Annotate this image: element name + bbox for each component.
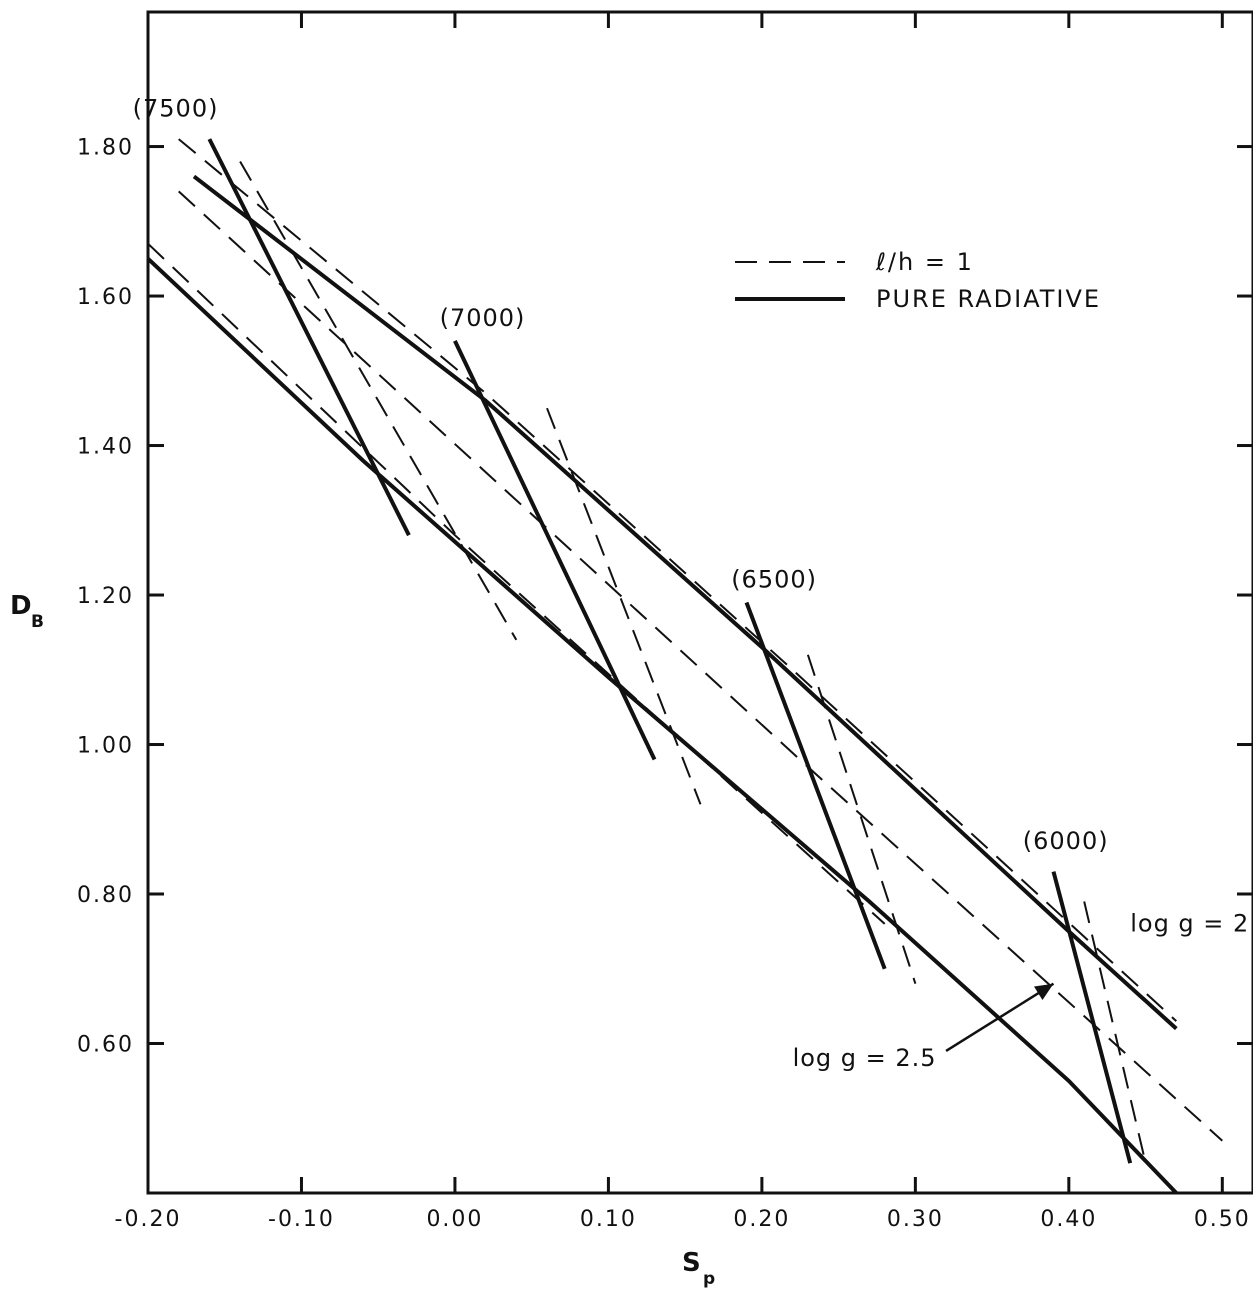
curve-annotation: (7000) bbox=[440, 304, 526, 332]
x-tick-label: 0.20 bbox=[733, 1207, 790, 1232]
solid-curve-7 bbox=[453, 340, 657, 761]
curve-annotation: (7500) bbox=[133, 95, 219, 123]
dashed-curve-8 bbox=[546, 407, 702, 805]
series-lines bbox=[146, 138, 1223, 1195]
y-tick-label: 1.40 bbox=[77, 435, 134, 460]
legend-label-solid: PURE RADIATIVE bbox=[876, 285, 1101, 313]
plot-border bbox=[146, 10, 1253, 1195]
curve-annotation: log g = 2.5 bbox=[793, 1044, 937, 1072]
x-tick-label: 0.50 bbox=[1194, 1207, 1251, 1232]
y-axis-title: D B bbox=[10, 591, 44, 632]
curve-annotation: (6500) bbox=[731, 566, 817, 594]
dashed-curve-4 bbox=[147, 242, 886, 925]
y-axis-label: D bbox=[10, 591, 32, 621]
x-axis: -0.20 -0.10 0.00 0.10 0.20 0.30 0.40 0.50 bbox=[115, 12, 1251, 1232]
dashed-curve-3 bbox=[178, 190, 1223, 1142]
y-tick-label: 1.60 bbox=[77, 285, 134, 310]
solid-curve-11 bbox=[1051, 871, 1133, 1164]
legend-label-dashed: ℓ/h = 1 bbox=[875, 248, 974, 276]
solid-curve-1 bbox=[146, 257, 1178, 1195]
x-axis-label: S bbox=[682, 1248, 701, 1278]
x-tick-label: 0.10 bbox=[580, 1207, 637, 1232]
x-tick-label: -0.10 bbox=[268, 1207, 335, 1232]
y-axis-label-subscript: B bbox=[31, 612, 44, 632]
solid-curve-9 bbox=[744, 601, 887, 970]
y-axis: 0.60 0.80 1.00 1.20 1.40 1.60 1.80 bbox=[77, 136, 1253, 1058]
y-tick-label: 0.60 bbox=[77, 1033, 134, 1058]
dashed-curve-12 bbox=[1083, 901, 1147, 1164]
curve-annotation: (6000) bbox=[1023, 827, 1109, 855]
solid-curve-5 bbox=[207, 138, 411, 537]
annotations: (7500) (7000) (6500) (6000) log g = 2 log g =… bbox=[133, 95, 1249, 1072]
x-axis-label-subscript: p bbox=[703, 1269, 715, 1289]
annotation-arrow-shaft bbox=[945, 982, 1055, 1053]
x-axis-title: S p bbox=[682, 1248, 715, 1289]
annotation-arrow-head bbox=[1033, 983, 1054, 1001]
y-tick-label: 1.20 bbox=[77, 584, 134, 609]
x-tick-label: 0.00 bbox=[426, 1207, 483, 1232]
y-tick-label: 0.80 bbox=[77, 883, 134, 908]
dashed-curve-10 bbox=[806, 654, 917, 985]
x-tick-label: 0.40 bbox=[1040, 1207, 1097, 1232]
curve-annotation: log g = 2 bbox=[1130, 909, 1249, 937]
dashed-curve-6 bbox=[239, 161, 518, 641]
y-tick-label: 1.80 bbox=[77, 136, 134, 161]
x-tick-label: 0.30 bbox=[887, 1207, 944, 1232]
y-tick-label: 1.00 bbox=[77, 734, 134, 759]
dashed-curve-2 bbox=[178, 138, 1177, 1022]
legend: ℓ/h = 1 PURE RADIATIVE bbox=[735, 248, 1101, 313]
plot-frame bbox=[146, 10, 1253, 1195]
x-tick-label: -0.20 bbox=[115, 1207, 182, 1232]
